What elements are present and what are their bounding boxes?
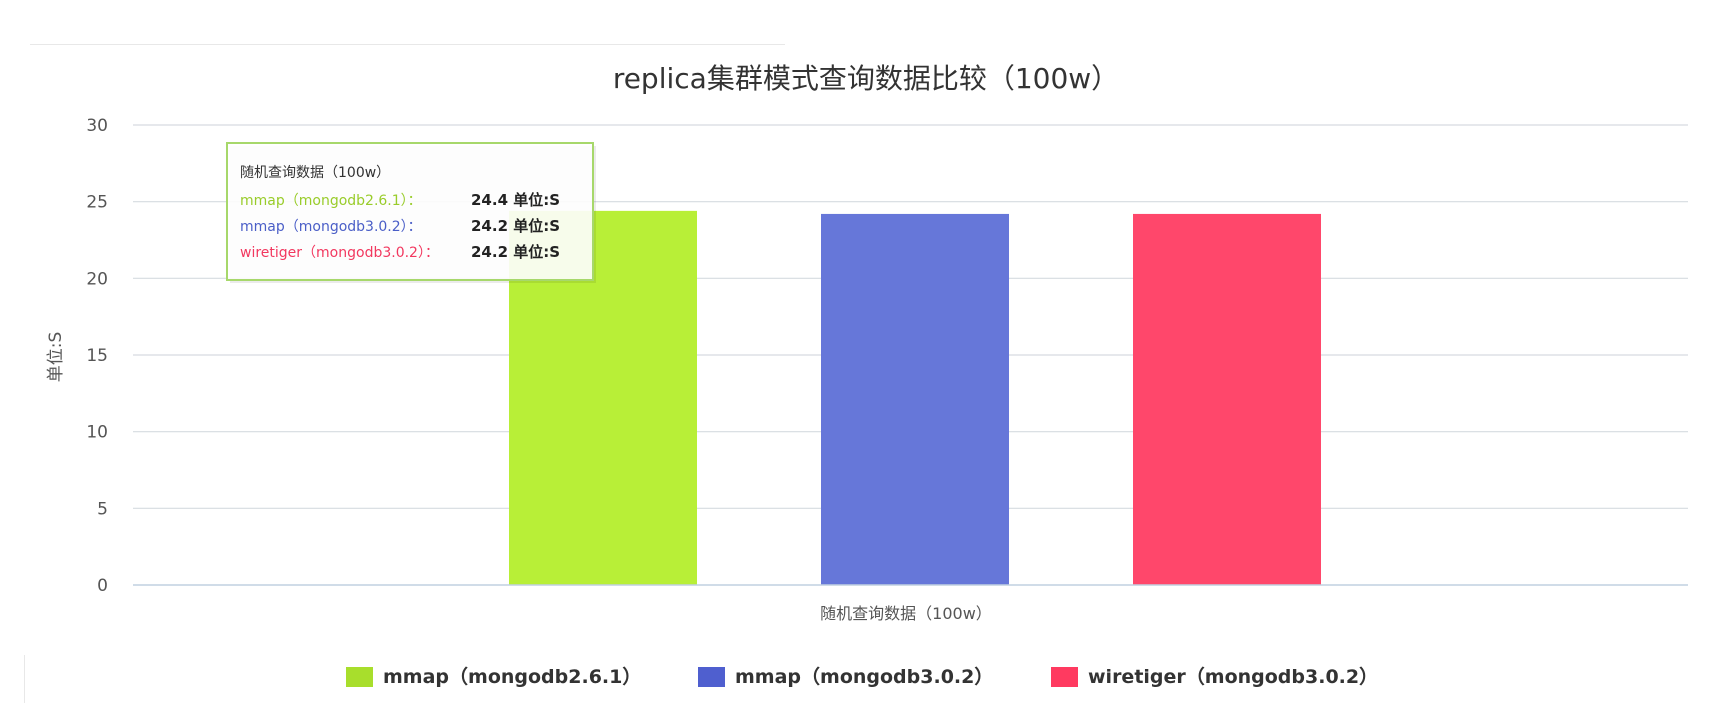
tooltip-row-value-2: 24.2 单位:S [471, 217, 560, 235]
top-divider-left [30, 44, 785, 45]
tooltip-row-value-1: 24.4 单位:S [471, 191, 560, 209]
bar-3[interactable] [1133, 213, 1321, 585]
legend-label-1[interactable]: mmap（mongodb2.6.1） [383, 665, 641, 688]
chart-title: replica集群模式查询数据比较（100w） [613, 62, 1119, 95]
legend-label-2[interactable]: mmap（mongodb3.0.2） [735, 665, 993, 688]
tooltip-box [226, 142, 594, 281]
y-tick-label: 25 [86, 193, 108, 213]
y-axis-label: 单位:S [46, 332, 66, 383]
tooltip-row-label-2: mmap（mongodb3.0.2）： [240, 219, 422, 235]
y-tick-label: 5 [97, 499, 108, 519]
tooltip-row-label-1: mmap（mongodb2.6.1）： [240, 193, 422, 209]
tooltip-row-label-3: wiretiger（mongodb3.0.2）： [240, 245, 439, 261]
y-tick-label: 30 [86, 116, 108, 136]
y-axis-tick-labels: 0 5 10 15 20 25 30 [86, 116, 108, 596]
legend: mmap（mongodb2.6.1） mmap（mongodb3.0.2） wire… [346, 665, 1378, 688]
y-tick-label: 0 [97, 576, 108, 596]
legend-label-3[interactable]: wiretiger（mongodb3.0.2） [1088, 665, 1378, 688]
tooltip: 随机查询数据（100w） mmap（mongodb2.6.1）： 24.4 单位:S… [226, 142, 596, 283]
y-tick-label: 20 [86, 269, 108, 289]
bars [509, 210, 1321, 585]
y-tick-label: 15 [86, 346, 108, 366]
legend-swatch-2 [698, 667, 725, 687]
tooltip-row-value-3: 24.2 单位:S [471, 243, 560, 261]
tooltip-header: 随机查询数据（100w） [240, 165, 390, 181]
bar-2[interactable] [821, 213, 1009, 585]
legend-swatch-3 [1051, 667, 1078, 687]
x-axis-category-label: 随机查询数据（100w） [820, 604, 992, 623]
y-tick-label: 10 [86, 423, 108, 443]
left-edge-divider [24, 655, 25, 703]
legend-swatch-1 [346, 667, 373, 687]
